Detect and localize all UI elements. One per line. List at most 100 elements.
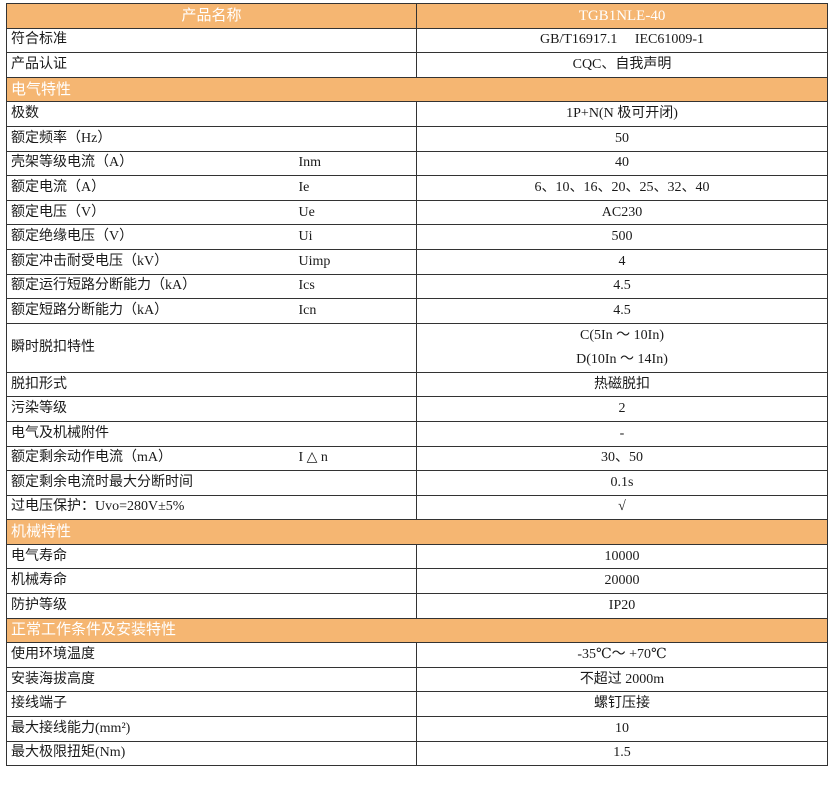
table-row: 电气及机械附件 -	[6, 420, 829, 447]
spec-value-line: D(10In ～ 14In)	[576, 351, 668, 367]
table-row: 额定剩余电流时最大分断时间 0.1s	[6, 470, 829, 496]
spec-value: 40	[416, 150, 829, 177]
spec-symbol	[298, 666, 418, 693]
spec-symbol	[298, 27, 418, 54]
spec-value: √	[416, 494, 829, 521]
spec-symbol: Uimp	[298, 248, 418, 275]
table-row: 安装海拔高度 不超过 2000m	[6, 666, 829, 693]
spec-value-line: C(5In ～ 10In)	[580, 327, 665, 343]
section-header-row: 机械特性	[5, 519, 829, 545]
spec-symbol	[298, 52, 418, 78]
spec-value: 4.5	[416, 298, 829, 324]
spec-name: 额定频率（Hz）	[6, 125, 299, 152]
header-model: TGB1NLE-40	[416, 3, 829, 29]
spec-name: 接线端子	[6, 691, 299, 718]
table-row: 机械寿命 20000	[6, 568, 829, 595]
spec-symbol	[298, 125, 418, 152]
spec-symbol	[298, 642, 418, 668]
spec-value: 500	[416, 224, 829, 250]
spec-value: -35℃～ +70℃	[416, 642, 829, 668]
spec-name: 额定电流（A）	[6, 175, 299, 201]
spec-symbol: Ue	[298, 199, 418, 226]
table-row: 壳架等级电流（A） Inm 40	[6, 150, 829, 177]
table-row: 额定冲击耐受电压（kV） Uimp 4	[6, 248, 829, 275]
spec-symbol	[298, 740, 418, 767]
spec-value: 0.1s	[416, 470, 829, 496]
table-row: 额定电流（A） Ie 6、10、16、20、25、32、40	[6, 175, 829, 201]
spec-name: 最大接线能力(mm²)	[6, 716, 299, 742]
spec-symbol	[298, 470, 418, 496]
spec-symbol: Icn	[298, 298, 418, 324]
table-row: 额定短路分断能力（kA） Icn 4.5	[6, 298, 829, 324]
spec-value: 20000	[416, 568, 829, 595]
spec-name: 电气寿命	[6, 543, 299, 570]
spec-value: 2	[416, 396, 829, 422]
spec-symbol: Inm	[298, 150, 418, 177]
spec-symbol	[298, 371, 418, 398]
spec-value: 10	[416, 716, 829, 742]
spec-name: 电气及机械附件	[6, 420, 299, 447]
spec-name: 额定冲击耐受电压（kV）	[6, 248, 299, 275]
table-row: 额定电压（V） Ue AC230	[6, 199, 829, 226]
spec-value: 6、10、16、20、25、32、40	[416, 175, 829, 201]
table-row: 过电压保护：Uvo=280V±5% √	[6, 494, 829, 521]
spec-symbol	[298, 543, 418, 570]
spec-value: 10000	[416, 543, 829, 570]
header-label: 产品名称	[5, 3, 418, 29]
spec-value: CQC、自我声明	[416, 52, 829, 78]
spec-value: -	[416, 420, 829, 447]
table-row: 防护等级 IP20	[6, 593, 829, 619]
spec-name: 极数	[6, 101, 299, 127]
spec-symbol	[298, 420, 418, 447]
spec-symbol	[298, 716, 418, 742]
spec-symbol	[298, 568, 418, 595]
table-row: 极数 1P+N(N 极可开闭)	[6, 101, 829, 127]
spec-name: 符合标准	[6, 27, 299, 54]
table-row: 脱扣形式 热磁脱扣	[6, 371, 829, 398]
table-row: 符合标准 GB/T16917.1 IEC61009-1	[6, 27, 829, 54]
spec-name: 额定运行短路分断能力（kA）	[6, 273, 299, 300]
spec-name: 额定电压（V）	[6, 199, 299, 226]
spec-value: 50	[416, 125, 829, 152]
spec-symbol: Ics	[298, 273, 418, 300]
section-title: 正常工作条件及安装特性	[5, 617, 829, 644]
spec-symbol	[298, 396, 418, 422]
section-title: 机械特性	[5, 519, 829, 545]
spec-name: 污染等级	[6, 396, 299, 422]
table-header-row: 产品名称 TGB1NLE-40	[5, 3, 829, 29]
spec-value: 1.5	[416, 740, 829, 767]
spec-symbol: Ui	[298, 224, 418, 250]
spec-name: 使用环境温度	[6, 642, 299, 668]
spec-value: GB/T16917.1 IEC61009-1	[416, 27, 829, 54]
spec-name: 额定剩余动作电流（mA）	[6, 445, 299, 472]
spec-symbol	[298, 691, 418, 718]
table-row: 额定运行短路分断能力（kA） Ics 4.5	[6, 273, 829, 300]
section-title: 电气特性	[5, 76, 829, 103]
table-row: 最大极限扭矩(Nm) 1.5	[6, 740, 829, 767]
spec-value: 1P+N(N 极可开闭)	[416, 101, 829, 127]
spec-symbol: Ie	[298, 175, 418, 201]
spec-symbol: I △ n	[298, 445, 418, 472]
spec-value: 热磁脱扣	[416, 371, 829, 398]
table-row: 瞬时脱扣特性 C(5In ～ 10In) D(10In ～ 14In)	[6, 322, 829, 373]
spec-name: 防护等级	[6, 593, 299, 619]
table-row: 使用环境温度 -35℃～ +70℃	[6, 642, 829, 668]
spec-name: 瞬时脱扣特性	[6, 322, 299, 373]
spec-name: 额定绝缘电压（V）	[6, 224, 299, 250]
spec-symbol	[298, 494, 418, 521]
table-row: 电气寿命 10000	[6, 543, 829, 570]
table-row: 额定频率（Hz） 50	[6, 125, 829, 152]
spec-symbol	[298, 101, 418, 127]
section-header-row: 正常工作条件及安装特性	[5, 617, 829, 644]
spec-name: 安装海拔高度	[6, 666, 299, 693]
section-header-row: 电气特性	[5, 76, 829, 103]
spec-name: 额定短路分断能力（kA）	[6, 298, 299, 324]
table-row: 最大接线能力(mm²) 10	[6, 716, 829, 742]
table-row: 额定绝缘电压（V） Ui 500	[6, 224, 829, 250]
spec-value: 不超过 2000m	[416, 666, 829, 693]
spec-name: 最大极限扭矩(Nm)	[6, 740, 299, 767]
spec-name: 机械寿命	[6, 568, 299, 595]
spec-value: IP20	[416, 593, 829, 619]
table-row: 额定剩余动作电流（mA） I △ n 30、50	[6, 445, 829, 472]
table-row: 产品认证 CQC、自我声明	[6, 52, 829, 78]
